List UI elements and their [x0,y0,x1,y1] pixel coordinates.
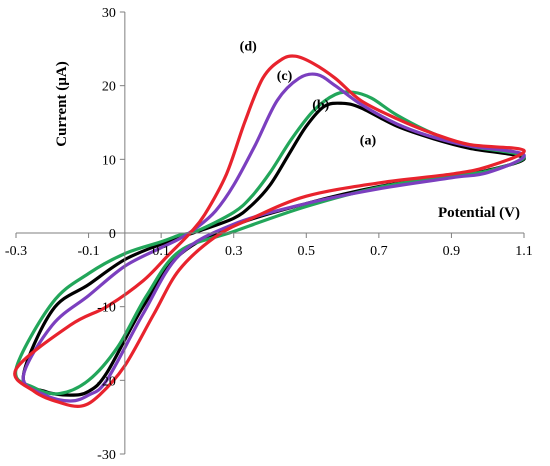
y-tick-label: -10 [97,301,116,316]
x-tick-label: 0.9 [443,244,461,259]
x-tick-label: -0.1 [77,244,99,259]
x-tick-label: -0.3 [5,244,27,259]
series-line-d [13,54,526,408]
x-tick-label: 0.3 [225,244,243,259]
x-tick-label: 0.5 [298,244,316,259]
curve-label-c: (c) [277,69,293,84]
y-axis-title: Current (µA) [54,61,70,146]
x-tick-label: 0.1 [152,244,170,259]
curve-label-d: (d) [240,39,257,54]
ticks: -0.3 -0.1 0.1 0.3 0.5 0.7 0.9 1.1 -30 -20 -10 0 10 20… [5,6,533,463]
y-tick-label: -30 [97,448,116,463]
x-tick-label: 1.1 [515,244,533,259]
curve-group [13,54,526,408]
y-tick-label: 20 [102,80,116,95]
y-tick-label: 10 [102,153,116,168]
y-tick-label: 30 [102,6,116,21]
y-tick-label: 0 [109,227,116,242]
x-tick-label: 0.7 [370,244,388,259]
curve-label-b: (b) [312,98,329,113]
x-axis-title: Potential (V) [438,205,520,221]
curve-label-a: (a) [360,134,377,149]
series-line-b [14,90,526,396]
curve-labels: (a) (b) (c) (d) [240,39,377,148]
y-tick-label: -20 [97,374,116,389]
series-line-c [21,72,526,403]
